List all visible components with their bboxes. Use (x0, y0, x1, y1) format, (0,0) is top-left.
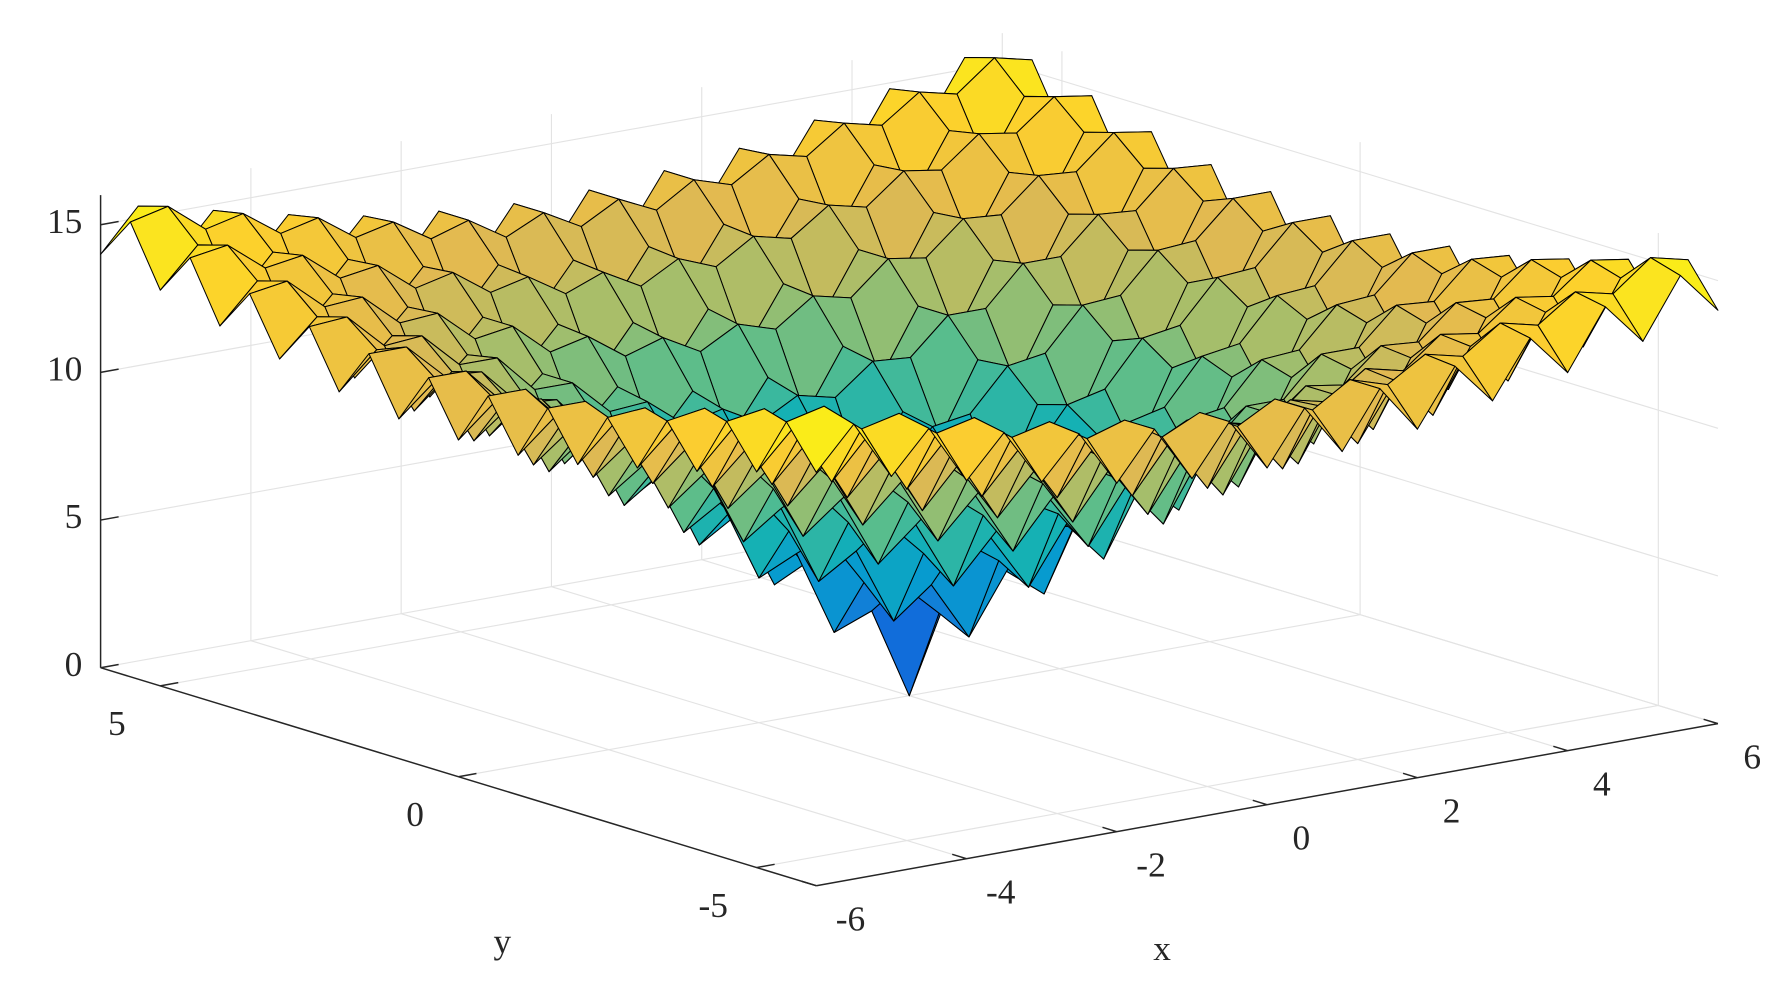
z-tick (100, 663, 119, 669)
y-tick (458, 772, 477, 778)
x-tick-label: -4 (986, 871, 1016, 911)
z-tick-label: 5 (65, 496, 83, 536)
x-tick (1553, 745, 1568, 752)
z-tick-label: 0 (65, 644, 83, 684)
z-tick-label: 10 (47, 349, 82, 389)
x-tick (1252, 799, 1268, 806)
x-axis-label: x (1153, 928, 1171, 968)
x-tick (951, 853, 967, 860)
y-tick (756, 863, 775, 869)
z-tick (100, 368, 119, 374)
y-tick (160, 681, 179, 687)
grid-line (100, 62, 1003, 226)
grid-line (1002, 62, 1719, 282)
y-tick-label: -5 (698, 885, 727, 925)
x-tick (1402, 772, 1418, 779)
surface-face (785, 405, 855, 473)
x-tick (1703, 718, 1719, 725)
x-tick-label: 0 (1292, 817, 1310, 857)
x-tick-label: 2 (1443, 790, 1461, 830)
x-tick-label: 4 (1593, 763, 1611, 803)
x-tick (1102, 826, 1118, 833)
surface (100, 57, 1719, 697)
y-tick-label: 5 (108, 703, 126, 743)
y-tick-label: 0 (406, 794, 424, 834)
z-tick (100, 516, 119, 521)
x-tick-label: 6 (1743, 736, 1761, 776)
z-tick-label: 15 (47, 201, 82, 241)
grid-line (756, 704, 1659, 869)
x-tick (801, 880, 817, 887)
y-axis-label: y (494, 921, 512, 961)
x-tick-label: -2 (1136, 844, 1165, 884)
grid-line (1002, 505, 1719, 725)
x-tick-label: -6 (836, 898, 865, 938)
z-tick (100, 220, 119, 226)
